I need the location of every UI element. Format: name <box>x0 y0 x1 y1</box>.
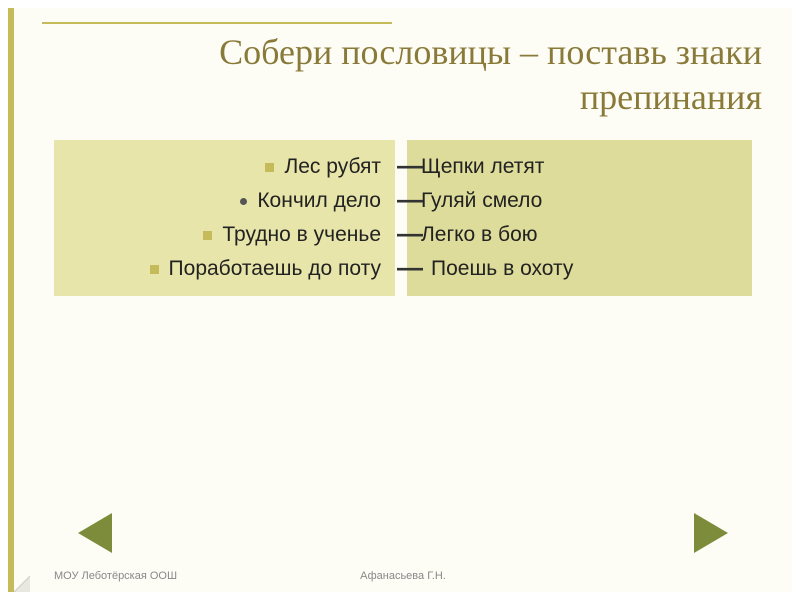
left-item-text: Трудно в ученье <box>222 223 381 247</box>
content-area: Лес рубят Кончил дело Трудно в ученье По… <box>54 140 752 296</box>
right-item: — Легко в бою <box>421 218 738 252</box>
left-column: Лес рубят Кончил дело Трудно в ученье По… <box>54 140 395 296</box>
left-item-text: Поработаешь до поту <box>169 257 381 281</box>
right-item: — Поешь в охоту <box>421 252 738 286</box>
next-button[interactable] <box>688 510 734 556</box>
bullet-square-icon <box>265 163 274 172</box>
right-item: — Гуляй смело <box>421 184 738 218</box>
arrow-left-icon <box>78 513 112 553</box>
left-item-text: Кончил дело <box>257 189 381 213</box>
right-item-text: Гуляй смело <box>421 189 542 213</box>
right-item-text: Легко в бою <box>421 223 538 247</box>
slide-title: Собери пословицы – поставь знаки препина… <box>94 30 762 120</box>
title-line-1: Собери пословицы – поставь знаки <box>219 32 762 72</box>
left-item-text: Лес рубят <box>284 155 381 179</box>
left-item: Поработаешь до поту <box>64 252 381 286</box>
bullet-square-icon <box>203 231 212 240</box>
dash-separator: — <box>397 252 421 283</box>
prev-button[interactable] <box>72 510 118 556</box>
footer-author: Афанасьева Г.Н. <box>360 570 446 582</box>
right-item-text: Поешь в охоту <box>431 257 573 281</box>
arrow-right-icon <box>694 513 728 553</box>
corner-fold-icon <box>14 576 30 592</box>
title-line-2: препинания <box>580 77 762 117</box>
right-item: — Щепки летят <box>421 150 738 184</box>
left-item: Лес рубят <box>64 150 381 184</box>
dash-separator: — <box>397 218 421 249</box>
dash-separator: — <box>397 150 421 181</box>
right-column: — Щепки летят — Гуляй смело — Легко в бо… <box>407 140 752 296</box>
left-item: Кончил дело <box>64 184 381 218</box>
accent-rule <box>42 22 392 24</box>
footer-school: МОУ Леботёрская ООШ <box>54 570 177 582</box>
right-item-text: Щепки летят <box>421 155 544 179</box>
bullet-dot-icon <box>240 198 247 205</box>
bullet-square-icon <box>150 265 159 274</box>
slide: Собери пословицы – поставь знаки препина… <box>8 8 792 592</box>
dash-separator: — <box>397 184 421 215</box>
left-item: Трудно в ученье <box>64 218 381 252</box>
